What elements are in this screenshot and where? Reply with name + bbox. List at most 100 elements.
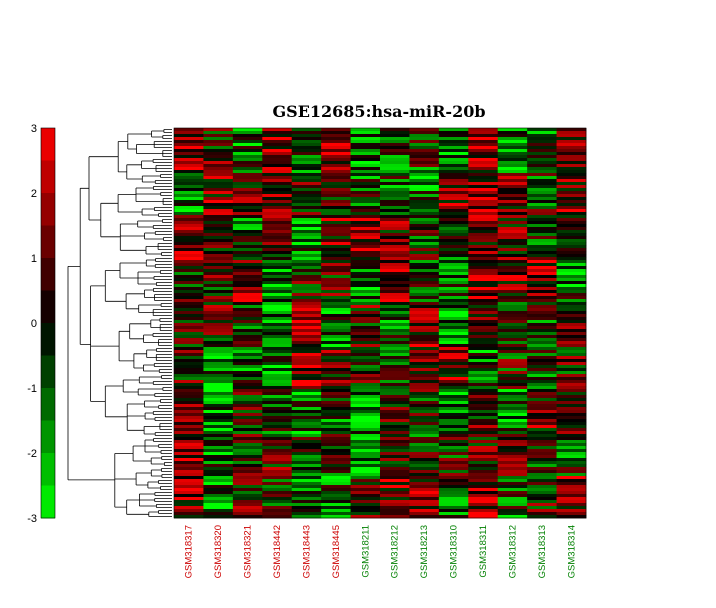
heatmap-cell — [350, 236, 381, 240]
heatmap-cell — [468, 440, 499, 444]
heatmap-cell — [438, 488, 469, 492]
heatmap-cell — [321, 242, 351, 246]
heatmap-cell — [497, 413, 528, 417]
heatmap-cell — [203, 473, 234, 477]
heatmap-cell — [262, 482, 293, 486]
heatmap-cell — [468, 443, 499, 447]
heatmap-cell — [203, 245, 234, 249]
heatmap-cell — [380, 425, 410, 429]
heatmap-cell — [350, 461, 381, 465]
heatmap-cell — [262, 368, 293, 372]
heatmap-cell — [232, 290, 263, 294]
heatmap-cell — [380, 350, 410, 354]
heatmap-cell — [350, 338, 381, 342]
heatmap-cell — [380, 464, 410, 468]
heatmap-cell — [497, 356, 528, 360]
heatmap-cell — [291, 506, 322, 510]
heatmap-cell — [321, 320, 351, 324]
heatmap-cell — [174, 158, 204, 162]
heatmap-cell — [527, 371, 557, 375]
heatmap-cell — [350, 284, 381, 288]
heatmap-cell — [174, 149, 204, 153]
heatmap-cell — [174, 317, 204, 321]
heatmap-cell — [203, 371, 234, 375]
heatmap-cell — [291, 320, 322, 324]
heatmap-cell — [203, 392, 234, 396]
heatmap-cell — [438, 206, 469, 210]
heatmap-cell — [527, 491, 557, 495]
color-scale-swatch — [41, 225, 55, 259]
heatmap-cell — [409, 230, 440, 234]
heatmap-cell — [350, 251, 381, 255]
heatmap-cell — [556, 509, 587, 513]
heatmap-cell — [350, 278, 381, 282]
heatmap-cell — [468, 170, 499, 174]
heatmap-cell — [232, 407, 263, 411]
sample-label: GSM318213 — [419, 525, 430, 578]
heatmap-cell — [556, 272, 587, 276]
heatmap-cell — [556, 380, 587, 384]
heatmap-cell — [380, 341, 410, 345]
heatmap-cell — [497, 272, 528, 276]
heatmap-cell — [232, 422, 263, 426]
heatmap-cell — [497, 149, 528, 153]
heatmap-cell — [380, 275, 410, 279]
heatmap-cell — [291, 374, 322, 378]
heatmap-cell — [497, 263, 528, 267]
heatmap-cell — [497, 398, 528, 402]
heatmap-cell — [380, 509, 410, 513]
heatmap-cell — [174, 137, 204, 141]
heatmap-cell — [556, 341, 587, 345]
heatmap-cell — [203, 332, 234, 336]
heatmap-cell — [232, 404, 263, 408]
color-scale-tick-label: 0 — [31, 318, 37, 330]
heatmap-cell — [291, 311, 322, 315]
heatmap-cell — [527, 128, 557, 132]
heatmap-cell — [291, 467, 322, 471]
heatmap-cell — [174, 278, 204, 282]
heatmap-cell — [497, 191, 528, 195]
heatmap-cell — [350, 470, 381, 474]
heatmap-cell — [350, 431, 381, 435]
heatmap-cell — [497, 350, 528, 354]
heatmap-cell — [468, 485, 499, 489]
heatmap-cell — [174, 185, 204, 189]
color-scale-tick-label: -1 — [27, 383, 37, 395]
heatmap-cell — [468, 455, 499, 459]
heatmap-cell — [203, 443, 234, 447]
heatmap-cell — [232, 278, 263, 282]
heatmap-cell — [232, 152, 263, 156]
heatmap-cell — [556, 317, 587, 321]
heatmap-cell — [438, 179, 469, 183]
heatmap-cell — [380, 242, 410, 246]
heatmap-cell — [527, 338, 557, 342]
heatmap-cell — [262, 302, 293, 306]
heatmap-cell — [497, 416, 528, 420]
heatmap-cell — [232, 275, 263, 279]
heatmap-cell — [497, 260, 528, 264]
heatmap-cell — [321, 395, 351, 399]
heatmap-cell — [527, 152, 557, 156]
heatmap-cell — [468, 341, 499, 345]
heatmap-cell — [409, 206, 440, 210]
heatmap-cell — [262, 455, 293, 459]
heatmap-cell — [291, 227, 322, 231]
heatmap-cell — [468, 359, 499, 363]
heatmap-cell — [438, 170, 469, 174]
heatmap-cell — [556, 425, 587, 429]
heatmap-cell — [556, 314, 587, 318]
heatmap-cell — [527, 275, 557, 279]
heatmap-cell — [203, 419, 234, 423]
heatmap-cell — [321, 158, 351, 162]
heatmap-cell — [468, 329, 499, 333]
heatmap-cell — [232, 320, 263, 324]
heatmap-cell — [556, 302, 587, 306]
heatmap-cell — [409, 233, 440, 237]
heatmap-cell — [203, 263, 234, 267]
heatmap-cell — [468, 380, 499, 384]
heatmap-cell — [468, 203, 499, 207]
heatmap-cell — [438, 512, 469, 516]
heatmap-cell — [527, 482, 557, 486]
heatmap-cell — [262, 191, 293, 195]
